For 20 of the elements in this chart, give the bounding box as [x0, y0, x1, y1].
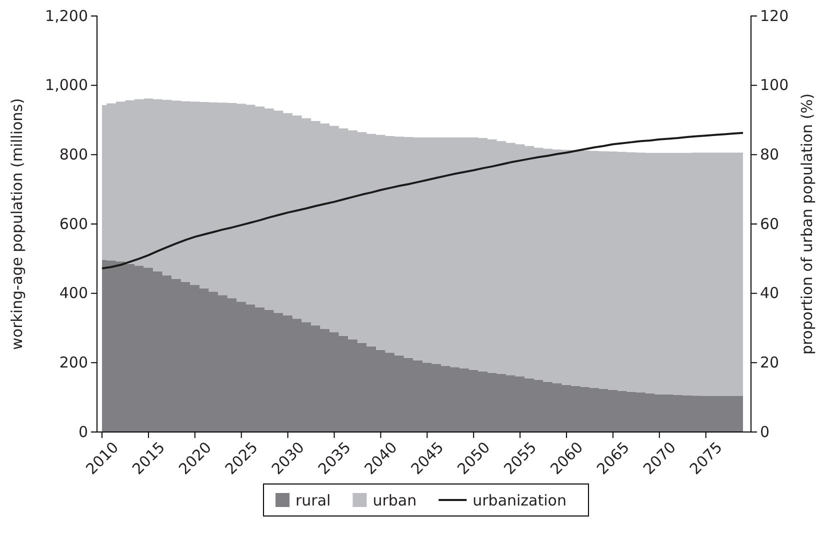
line-series — [101, 132, 744, 270]
y2-tick-label: 20 — [760, 353, 780, 372]
legend-label: rural — [296, 491, 331, 510]
y-tick-label: 0 — [78, 422, 88, 441]
y2-tick-label: 80 — [760, 145, 780, 164]
y2-axis-title: proportion of urban population (%) — [798, 93, 816, 355]
y2-tick-label: 40 — [760, 284, 780, 302]
y2-tick-label: 120 — [760, 6, 789, 25]
legend-label: urbanization — [472, 491, 566, 510]
y-axis-title: working-age population (millions) — [8, 98, 26, 350]
y2-tick-label: 60 — [760, 214, 780, 233]
legend-label: urban — [372, 491, 417, 510]
y-tick-label: 600 — [59, 214, 88, 233]
y-tick-label: 1,200 — [45, 6, 88, 25]
y2-tick-label: 100 — [760, 76, 789, 94]
y-tick-label: 200 — [59, 353, 88, 372]
y-tick-label: 800 — [59, 145, 88, 164]
y-tick-label: 400 — [59, 284, 88, 302]
y2-tick-label: 0 — [760, 422, 770, 441]
y-tick-label: 1,000 — [45, 76, 88, 94]
